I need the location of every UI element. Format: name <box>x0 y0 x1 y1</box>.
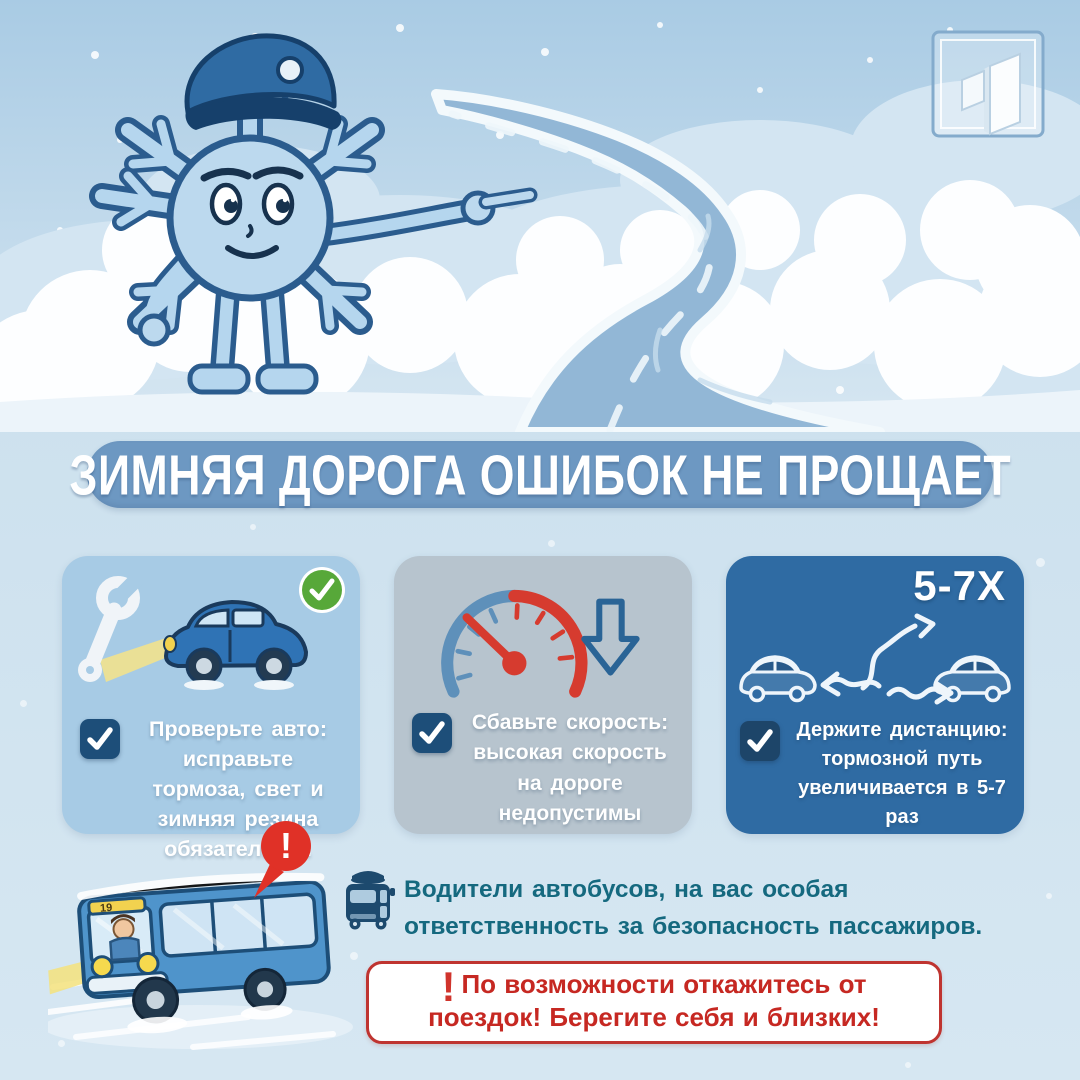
route-board <box>87 896 147 916</box>
checkbox-icon <box>80 719 120 759</box>
warning-exclamation: ! <box>441 963 456 1010</box>
card3-text: Держите дистанцию: тормозной путь увелич… <box>796 719 1008 828</box>
police-cap-icon <box>184 33 342 130</box>
bus-body-group: 19 <box>48 872 331 1034</box>
left-hand <box>137 313 171 347</box>
winter-road <box>431 89 885 432</box>
speedometer-icon <box>441 589 640 698</box>
snow-dot <box>58 1040 65 1047</box>
card1-icon-area <box>62 556 360 706</box>
bus-illustration: 19 ! <box>48 821 353 1050</box>
down-arrow-icon <box>581 598 640 676</box>
mascot-face <box>200 166 304 259</box>
card2-icon-area <box>394 556 692 706</box>
pointing-hand <box>460 187 538 226</box>
snowflake-officer-mascot <box>89 33 538 395</box>
checkbox-icon <box>412 713 452 753</box>
snow-dot <box>905 1062 911 1068</box>
snow-dot <box>548 540 555 547</box>
snow-dot <box>250 524 256 530</box>
snow-dot <box>1046 893 1052 899</box>
distance-multiplier-badge: 5-7X <box>913 562 1006 609</box>
boot-right <box>255 363 319 395</box>
exclamation-bubble-icon: ! <box>254 821 311 898</box>
cap-badge-icon <box>276 56 304 84</box>
channel-one-logo <box>931 30 1045 138</box>
route-number: 19 <box>100 902 113 915</box>
card2-text: Сбавьте скорость: высокая скорость на до… <box>471 711 669 826</box>
card-check-car: Проверьте авто: исправьте тормоза, свет … <box>62 556 360 861</box>
blue-car-icon <box>163 600 308 690</box>
boot-left <box>187 363 251 395</box>
headlight <box>90 955 114 979</box>
check-badge-icon <box>299 567 345 613</box>
bus-drivers-note: Водители автобусов, на вас особая ответс… <box>404 876 983 940</box>
title-banner: ЗИМНЯЯ ДОРОГА ОШИБОК НЕ ПРОЩАЕТ <box>69 441 1010 508</box>
snow-dot <box>1036 558 1045 567</box>
warning-text: ! По возможности откажитесь от поездок! Б… <box>428 963 880 1032</box>
snow-dot <box>350 952 358 960</box>
card-reduce-speed: Сбавьте скорость: высокая скорость на до… <box>394 556 692 834</box>
distance-cars-icon <box>739 613 1011 705</box>
hero-illustration <box>0 0 1080 432</box>
page-title: ЗИМНЯЯ ДОРОГА ОШИБОК НЕ ПРОЩАЕТ <box>69 442 1011 507</box>
card3-icon-area: 5-7X <box>726 556 1024 706</box>
car-wrench-icon <box>78 572 308 690</box>
checkbox-icon <box>740 721 780 761</box>
mascot-body <box>166 134 334 302</box>
bus-driver <box>109 914 141 962</box>
snow-dot <box>20 700 27 707</box>
headlight <box>136 951 160 975</box>
bubble-exclamation-text: ! <box>280 825 292 866</box>
card-keep-distance: 5-7X Держите дистанцию: тормозной пу <box>726 556 1024 834</box>
warning-box: ! По возможности откажитесь от поездок! Б… <box>366 961 942 1044</box>
wrench-icon <box>78 572 144 682</box>
bus-front-icon <box>346 871 395 930</box>
